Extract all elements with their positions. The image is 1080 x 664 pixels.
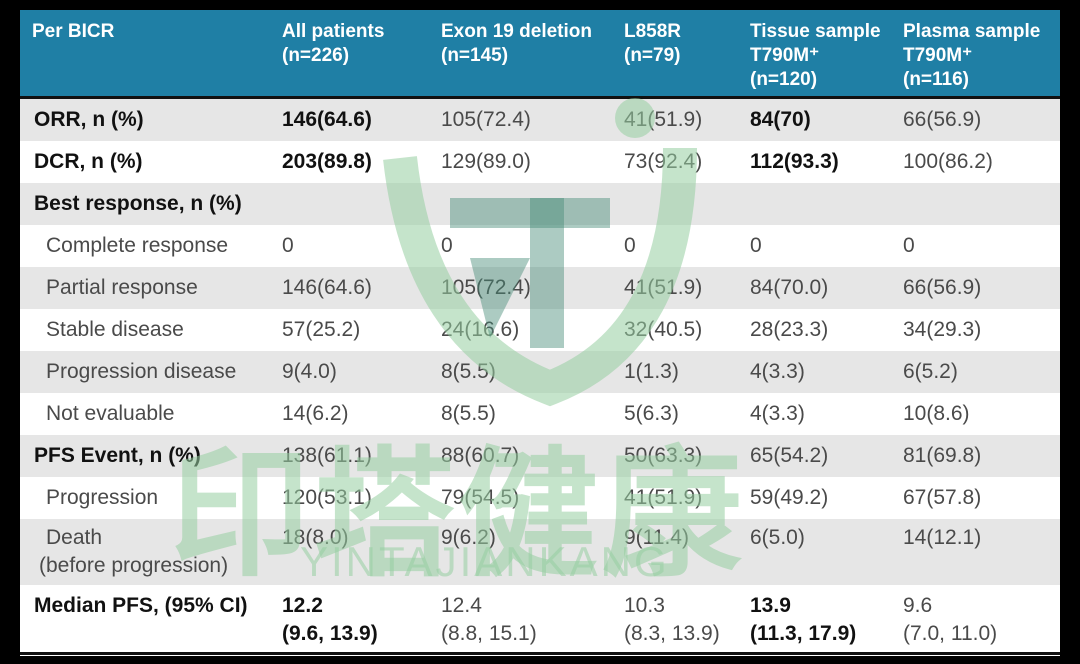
row-label: Complete response — [46, 234, 229, 257]
cell-all: 9(4.0) — [282, 360, 337, 383]
table-row-not-evaluable: Not evaluable 14(6.2) 8(5.5) 5(6.3) 4(3.… — [20, 393, 1060, 435]
cell-plasma: 66(56.9) — [903, 108, 982, 131]
cell-tissue-value: 13.9 — [750, 594, 791, 617]
cell-l858r-ci: (8.3, 13.9) — [624, 622, 720, 645]
cell-plasma: 67(57.8) — [903, 486, 982, 509]
table-row-progression-disease: Progression disease 9(4.0) 8(5.5) 1(1.3)… — [20, 351, 1060, 393]
header-col-all-patients: All patients (n=226) — [282, 21, 385, 66]
cell-all-ci: (9.6, 13.9) — [282, 622, 378, 645]
cell-exon19: 24(16.6) — [441, 318, 520, 341]
row-label: ORR, n (%) — [34, 108, 144, 131]
cell-exon19: 79(54.5) — [441, 486, 520, 509]
cell-exon19: 105(72.4) — [441, 108, 531, 131]
cell-plasma: 81(69.8) — [903, 444, 982, 467]
cell-l858r: 1(1.3) — [624, 360, 679, 383]
cell-exon19: 129(89.0) — [441, 150, 531, 173]
cell-all: 18(8.0) — [282, 526, 349, 549]
cell-tissue: 0 — [750, 234, 762, 257]
header-col-l858r: L858R (n=79) — [624, 21, 682, 66]
cell-exon19-ci: (8.8, 15.1) — [441, 622, 537, 645]
cell-l858r: 0 — [624, 234, 636, 257]
cell-tissue: 84(70.0) — [750, 276, 829, 299]
table-row-best-response: Best response, n (%) — [20, 183, 1060, 225]
cell-plasma: 34(29.3) — [903, 318, 982, 341]
cell-exon19: 88(60.7) — [441, 444, 520, 467]
table-row-partial-response: Partial response 146(64.6) 105(72.4) 41(… — [20, 267, 1060, 309]
results-table: Per BICR All patients (n=226) Exon 19 del… — [20, 10, 1060, 656]
cell-l858r: 5(6.3) — [624, 402, 679, 425]
cell-tissue: 4(3.3) — [750, 402, 805, 425]
cell-plasma: 100(86.2) — [903, 150, 993, 173]
cell-l858r: 9(11.4) — [624, 526, 689, 549]
cell-tissue: 59(49.2) — [750, 486, 829, 509]
cell-all: 146(64.6) — [282, 276, 372, 299]
cell-l858r: 41(51.9) — [624, 108, 703, 131]
cell-tissue: 65(54.2) — [750, 444, 829, 467]
cell-l858r: 32(40.5) — [624, 318, 703, 341]
cell-plasma-value: 9.6 — [903, 594, 933, 617]
cell-all-value: 12.2 — [282, 594, 323, 617]
cell-plasma: 66(56.9) — [903, 276, 982, 299]
cell-all: 57(25.2) — [282, 318, 361, 341]
table-row-progression: Progression 120(53.1) 79(54.5) 41(51.9) … — [20, 477, 1060, 519]
cell-exon19: 9(6.2) — [441, 526, 496, 549]
header-col-tissue-sample: Tissue sample T790M⁺ (n=120) — [750, 21, 881, 90]
cell-tissue: 28(23.3) — [750, 318, 829, 341]
row-label: Partial response — [46, 276, 198, 299]
cell-exon19: 8(5.5) — [441, 402, 496, 425]
table-row-dcr: DCR, n (%) 203(89.8) 129(89.0) 73(92.4) … — [20, 141, 1060, 183]
cell-exon19: 105(72.4) — [441, 276, 531, 299]
cell-plasma: 0 — [903, 234, 915, 257]
cell-tissue: 84(70) — [750, 108, 811, 131]
header-col-exon19: Exon 19 deletion (n=145) — [441, 21, 592, 66]
table-row-median-pfs: Median PFS, (95% CI) 12.2 (9.6, 13.9) 12… — [20, 585, 1060, 651]
cell-l858r: 41(51.9) — [624, 486, 703, 509]
cell-l858r-value: 10.3 — [624, 594, 665, 617]
header-col-plasma-sample: Plasma sample T790M⁺ (n=116) — [903, 21, 1041, 90]
table-header: Per BICR All patients (n=226) Exon 19 del… — [20, 10, 1060, 99]
row-label: DCR, n (%) — [34, 150, 143, 173]
row-label: Stable disease — [46, 318, 184, 341]
cell-plasma: 10(8.6) — [903, 402, 970, 425]
table-row-complete-response: Complete response 0 0 0 0 0 — [20, 225, 1060, 267]
cell-all: 0 — [282, 234, 294, 257]
row-label: PFS Event, n (%) — [34, 444, 201, 467]
cell-exon19: 0 — [441, 234, 453, 257]
cell-l858r: 50(63.3) — [624, 444, 703, 467]
table-bottom-rule — [20, 652, 1060, 655]
row-label: Progression — [46, 486, 159, 509]
cell-exon19-value: 12.4 — [441, 594, 482, 617]
cell-all: 203(89.8) — [282, 150, 372, 173]
row-label-line1: Death — [46, 526, 103, 549]
cell-plasma: 6(5.2) — [903, 360, 958, 383]
cell-plasma: 14(12.1) — [903, 526, 982, 549]
table-row-death: Death (before progression) 18(8.0) 9(6.2… — [20, 519, 1060, 585]
cell-tissue: 4(3.3) — [750, 360, 805, 383]
cell-l858r: 73(92.4) — [624, 150, 703, 173]
row-label: Median PFS, (95% CI) — [34, 594, 248, 617]
row-label: Best response, n (%) — [34, 192, 242, 215]
header-col-per-bicr: Per BICR — [32, 21, 115, 42]
row-label-line2: (before progression) — [39, 554, 229, 577]
table-row-orr: ORR, n (%) 146(64.6) 105(72.4) 41(51.9) … — [20, 99, 1060, 141]
row-label: Progression disease — [46, 360, 237, 383]
cell-tissue: 112(93.3) — [750, 150, 839, 173]
table-row-pfs-event: PFS Event, n (%) 138(61.1) 88(60.7) 50(6… — [20, 435, 1060, 477]
cell-l858r: 41(51.9) — [624, 276, 703, 299]
cell-plasma-ci: (7.0, 11.0) — [903, 622, 998, 645]
cell-all: 120(53.1) — [282, 486, 372, 509]
cell-tissue-ci: (11.3, 17.9) — [750, 622, 857, 645]
cell-all: 14(6.2) — [282, 402, 349, 425]
cell-all: 138(61.1) — [282, 444, 372, 467]
cell-exon19: 8(5.5) — [441, 360, 496, 383]
table-row-stable-disease: Stable disease 57(25.2) 24(16.6) 32(40.5… — [20, 309, 1060, 351]
cell-tissue: 6(5.0) — [750, 526, 805, 549]
cell-all: 146(64.6) — [282, 108, 372, 131]
row-label: Not evaluable — [46, 402, 175, 425]
